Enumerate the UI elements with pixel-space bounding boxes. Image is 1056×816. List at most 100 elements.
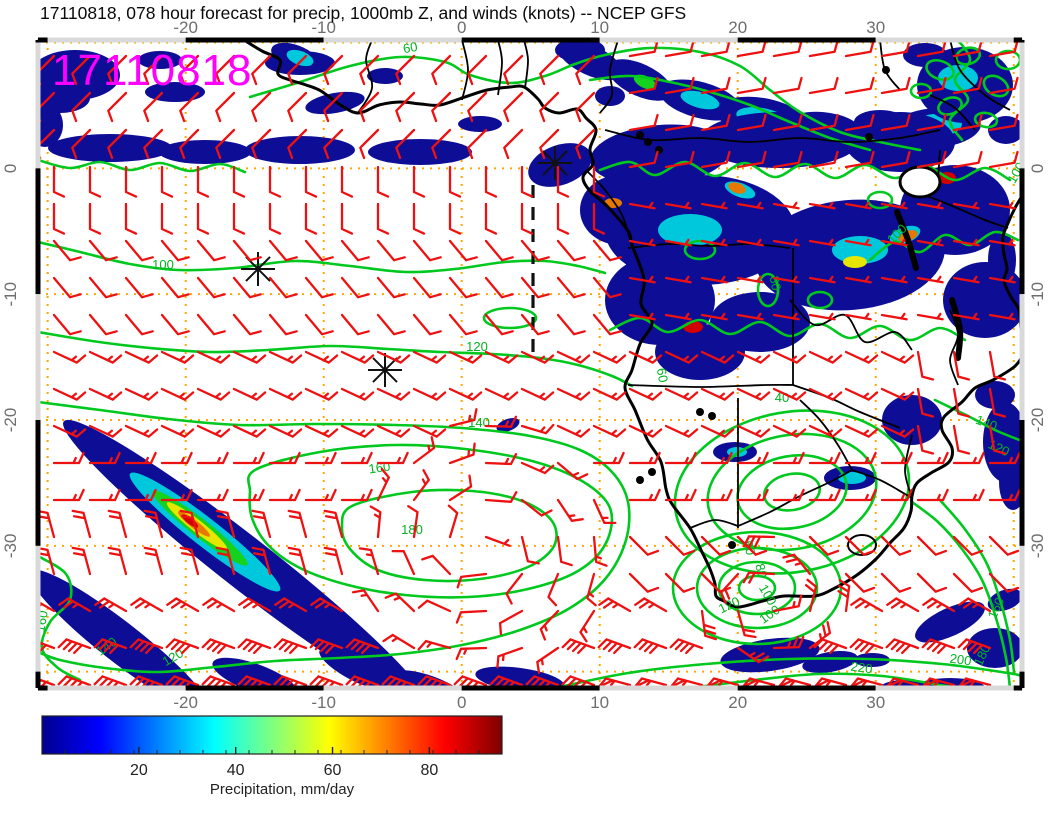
wind-barb — [358, 547, 380, 576]
contour-label: 140 — [468, 415, 490, 430]
wind-barb — [57, 675, 92, 688]
wind-barb — [456, 572, 488, 589]
wind-barb — [988, 488, 1021, 502]
wind-barb — [664, 350, 699, 364]
wind-barb — [592, 498, 617, 525]
wind-barb — [52, 387, 87, 401]
wind-barb — [160, 276, 190, 299]
wind-barb — [880, 201, 908, 210]
wind-barb — [520, 202, 534, 235]
wind-barb — [351, 589, 380, 613]
wind-barb — [448, 165, 462, 198]
wind-barb — [251, 546, 272, 576]
wind-barb — [628, 535, 660, 556]
terrain-spot — [865, 133, 873, 141]
wind-barb — [359, 54, 380, 86]
wind-barb — [988, 535, 1020, 556]
precip-blob — [987, 588, 1022, 612]
country-border — [789, 299, 913, 351]
wind-barb — [52, 202, 66, 235]
wind-barb — [700, 150, 731, 169]
wind-barb — [988, 572, 1020, 593]
wind-barb — [340, 387, 375, 401]
height-contour — [933, 398, 1022, 443]
wind-barb — [628, 113, 659, 132]
wind-barb — [592, 239, 622, 262]
wind-barb — [196, 387, 231, 401]
wind-barb — [628, 424, 663, 438]
wind-barb — [772, 201, 800, 210]
wind-barb — [634, 597, 668, 613]
wind-barb — [916, 535, 948, 556]
wind-barb — [536, 646, 560, 674]
wind-barb — [628, 451, 661, 465]
wind-barb — [880, 76, 911, 95]
wind-barb — [520, 387, 555, 401]
wind-barb — [952, 201, 980, 210]
wind-barb — [957, 638, 992, 655]
height-contour — [38, 240, 607, 275]
wind-barb — [232, 165, 246, 198]
height-contour — [38, 554, 82, 682]
wind-barb — [880, 535, 912, 556]
wind-barb — [664, 312, 692, 321]
wind-barb — [503, 128, 524, 160]
wind-barb — [539, 609, 560, 641]
wind-barb — [880, 572, 912, 593]
wind-barb — [417, 599, 452, 613]
wind-barb — [129, 638, 164, 655]
wind-barb — [592, 424, 627, 438]
wind-barb — [417, 639, 452, 651]
wind-barb — [520, 461, 555, 475]
wind-barb — [412, 202, 426, 235]
wind-barb — [345, 675, 380, 688]
wind-barb — [88, 350, 123, 364]
wind-barb — [922, 597, 956, 613]
y-tick-label-right: 0 — [1028, 164, 1047, 173]
wind-barb — [340, 165, 354, 198]
wind-barb — [287, 509, 308, 539]
wind-barb — [844, 535, 876, 556]
contour-label: 160 — [32, 609, 51, 633]
wind-barb — [736, 201, 764, 210]
height-contour-ring — [737, 574, 777, 602]
wind-barb — [525, 675, 560, 688]
height-contour-ring — [954, 46, 982, 66]
wind-barb — [736, 312, 764, 321]
wind-barb — [664, 113, 695, 132]
wind-barb — [274, 597, 308, 613]
wind-barb — [664, 150, 695, 169]
contour-label: 80 — [752, 562, 770, 580]
wind-barb — [736, 646, 770, 664]
wind-barb — [736, 451, 769, 465]
asterisk-marker — [245, 256, 271, 282]
wind-barb — [575, 128, 596, 160]
wind-barb — [498, 609, 524, 636]
wind-barb — [808, 40, 839, 58]
height-contour — [688, 672, 962, 688]
y-tick-label-right: -30 — [1028, 534, 1047, 559]
wind-barb — [579, 609, 596, 643]
wind-barb — [916, 572, 948, 593]
terrain-spot — [882, 66, 890, 74]
wind-barb — [988, 238, 1016, 247]
wind-barb — [407, 505, 419, 539]
wind-barb — [251, 128, 272, 160]
wind-barb — [916, 238, 944, 247]
contour-label: 100 — [152, 257, 174, 272]
wind-barb — [484, 387, 519, 401]
precip-blob — [138, 51, 182, 69]
terrain-spot — [636, 476, 644, 484]
wind-barb — [958, 597, 992, 613]
wind-barb — [196, 202, 210, 235]
country-border — [949, 40, 1011, 111]
wind-barb — [88, 313, 118, 336]
wind-barb — [988, 312, 1016, 321]
wind-barb — [395, 54, 416, 86]
wind-barb — [772, 76, 803, 95]
wind-barb — [503, 91, 524, 123]
map-frame — [35, 37, 1025, 691]
wind-barb — [448, 474, 473, 502]
wind-barb — [52, 276, 82, 299]
